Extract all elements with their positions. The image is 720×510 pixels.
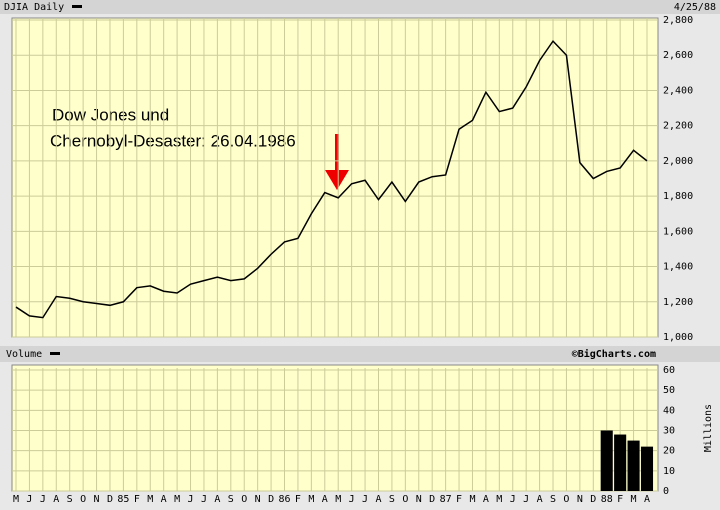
x-tick-label: J [188,494,194,505]
y-tick-label: 10 [663,466,675,477]
annotation: Dow Jones und [52,105,169,124]
x-tick-label: N [94,494,100,505]
x-tick-label: S [228,494,234,505]
y-tick-label: 20 [663,446,675,457]
x-tick-label: M [308,494,314,505]
x-tick-label: O [563,494,569,505]
x-tick-label: A [53,494,59,505]
y-tick-label: 1,800 [663,191,693,202]
x-tick-label: M [13,494,19,505]
x-tick-label: D [429,494,435,505]
x-tick-label: M [631,494,637,505]
x-tick-label: D [268,494,274,505]
volume-bar [627,440,640,491]
x-tick-label: M [147,494,153,505]
x-tick-label: F [295,494,301,505]
volume-bar [614,434,627,491]
volume-bar [640,446,654,491]
x-tick-label: N [255,494,261,505]
x-tick-label: J [362,494,368,505]
x-tick-label: S [550,494,556,505]
volume-bar [600,430,613,491]
arrow [325,134,349,190]
date: 4/25/88 [674,2,716,13]
x-tick-label: S [67,494,73,505]
x-tick-label: F [456,494,462,505]
y-tick-label: 1,200 [663,297,693,308]
legend-swatch [72,5,82,8]
y-tick-label: 40 [663,405,675,416]
x-tick-label: O [402,494,408,505]
volume-strip [0,346,720,362]
top-strip [0,0,720,14]
x-tick-label: A [161,494,167,505]
x-tick-label: F [134,494,140,505]
volume-panel [11,364,659,492]
x-tick-label: 85 [117,494,129,505]
x-tick-label: A [644,494,650,505]
y-tick-label: 50 [663,385,675,396]
x-tick-label: D [107,494,113,505]
x-tick-label: D [590,494,596,505]
y-axis-label: Millions [703,404,714,452]
y-tick-label: 2,200 [663,121,693,132]
volume-title: Volume [6,349,42,360]
y-tick-label: 1,000 [663,332,693,343]
y-tick-label: 0 [663,486,669,497]
x-tick-label: M [469,494,475,505]
x-tick-label: S [389,494,395,505]
y-tick-label: 2,600 [663,50,693,61]
x-tick-label: J [349,494,355,505]
x-tick-label: J [201,494,207,505]
y-tick-label: 2,800 [663,15,693,26]
x-tick-label: J [523,494,529,505]
x-tick-label: O [241,494,247,505]
y-tick-label: 1,600 [663,226,693,237]
x-tick-label: A [214,494,220,505]
x-tick-label: N [577,494,583,505]
x-tick-label: J [510,494,516,505]
y-tick-label: 30 [663,426,675,437]
x-tick-label: O [80,494,86,505]
y-tick-label: 60 [663,365,675,376]
x-tick-label: J [26,494,32,505]
x-tick-label: A [483,494,489,505]
y-tick-label: 2,400 [663,85,693,96]
x-tick-label: J [40,494,46,505]
x-tick-label: M [496,494,502,505]
price-line [15,39,648,319]
legend-swatch [50,352,60,355]
source: ©BigCharts.com [572,348,656,360]
x-tick-label: M [174,494,180,505]
x-tick-label: F [617,494,623,505]
x-tick-label: M [335,494,341,505]
annotation: Chernobyl-Desaster: 26.04.1986 [50,131,296,150]
x-tick-label: 88 [601,494,613,505]
x-tick-label: A [322,494,328,505]
chart-title: DJIA Daily [4,2,64,13]
y-tick-label: 1,400 [663,262,693,273]
x-tick-label: A [537,494,543,505]
x-tick-label: 87 [440,494,452,505]
x-tick-label: 86 [278,494,290,505]
y-tick-label: 2,000 [663,156,693,167]
x-tick-label: N [416,494,422,505]
x-tick-label: A [375,494,381,505]
